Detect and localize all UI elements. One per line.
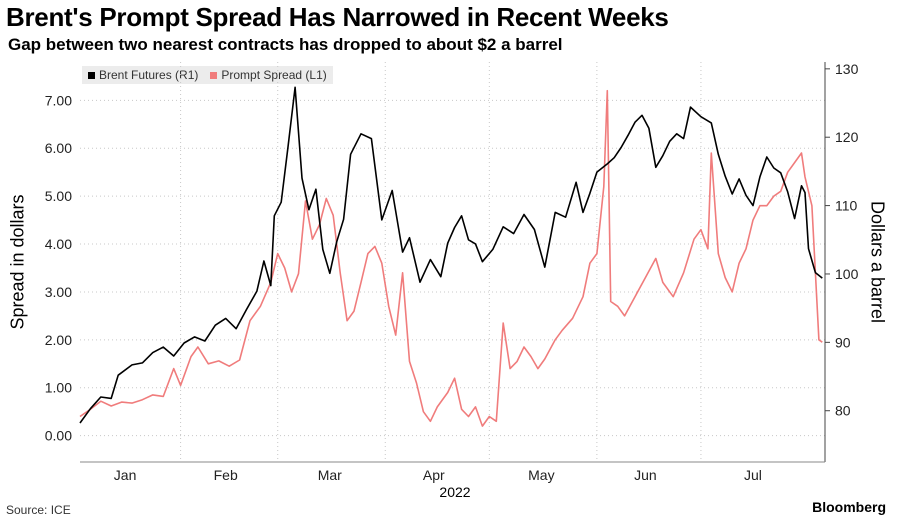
y-left-tick-label: 2.00	[45, 332, 72, 348]
y-left-tick-label: 5.00	[45, 188, 72, 204]
legend-swatch-spread	[210, 71, 218, 79]
legend-label-brent: Brent Futures (R1)	[99, 68, 199, 82]
y-right-tick-label: 100	[835, 266, 859, 282]
y-left-tick-label: 7.00	[45, 92, 72, 108]
x-tick-label-jul: Jul	[744, 467, 762, 483]
y-right-tick-label: 90	[835, 334, 851, 350]
x-tick-label-apr: Apr	[423, 467, 445, 483]
legend-swatch-brent	[88, 71, 95, 79]
chart-subtitle: Gap between two nearest contracts has dr…	[8, 35, 563, 54]
legend-label-spread: Prompt Spread (L1)	[221, 68, 327, 82]
series-line-brent-futures	[79, 86, 823, 424]
y-left-tick-label: 4.00	[45, 236, 72, 252]
y-right-tick-label: 110	[835, 198, 858, 214]
y-right-tick-label: 80	[835, 403, 851, 419]
y-left-tick-label: 6.00	[45, 140, 72, 156]
x-tick-label-jun: Jun	[634, 467, 657, 483]
chart-legend: Brent Futures (R1) Prompt Spread (L1)	[82, 66, 333, 84]
x-axis-year-label: 2022	[439, 484, 471, 500]
x-tick-label-mar: Mar	[318, 467, 342, 483]
y-left-tick-label: 3.00	[45, 284, 72, 300]
legend-item-spread: Prompt Spread (L1)	[210, 68, 327, 82]
legend-item-brent: Brent Futures (R1)	[88, 68, 198, 82]
chart-title: Brent's Prompt Spread Has Narrowed in Re…	[6, 2, 669, 32]
y-left-tick-label: 0.00	[45, 428, 72, 444]
y-right-tick-label: 120	[835, 129, 859, 145]
y-right-tick-label: 130	[835, 61, 859, 77]
series-line-prompt-spread	[79, 89, 823, 427]
x-tick-label-feb: Feb	[214, 467, 238, 483]
x-tick-label-jan: Jan	[114, 467, 137, 483]
y-left-tick-label: 1.00	[45, 380, 72, 396]
x-tick-label-may: May	[528, 467, 554, 483]
